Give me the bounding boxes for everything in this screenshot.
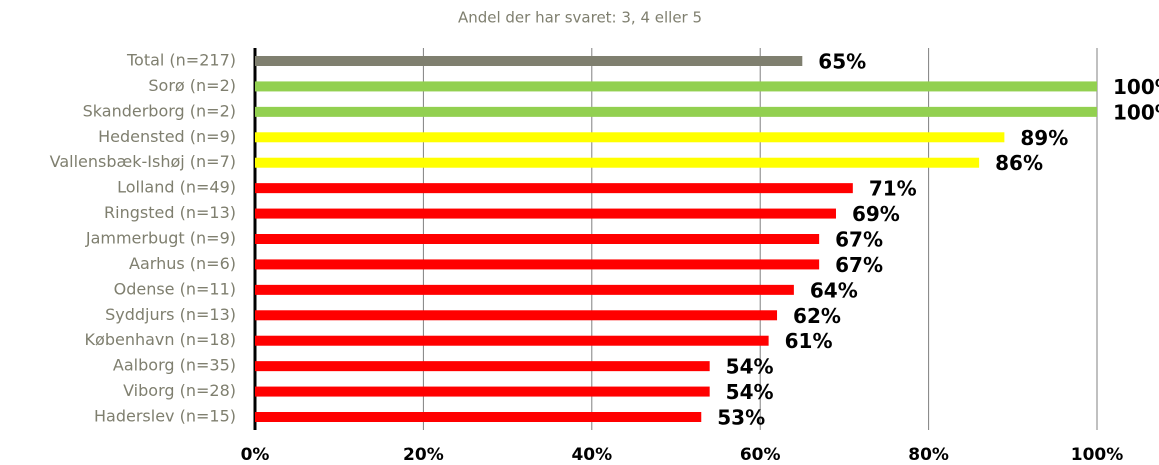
value-label: 53% (717, 406, 765, 430)
x-tick-label: 80% (908, 445, 949, 465)
y-tick-label: Skanderborg (n=2) (83, 101, 236, 120)
bar (255, 56, 803, 66)
y-tick-label: Total (n=217) (126, 51, 236, 70)
value-label: 89% (1020, 126, 1068, 150)
y-tick-label: Sorø (n=2) (148, 76, 236, 95)
bar (255, 157, 980, 168)
value-label: 62% (793, 304, 841, 328)
bar (255, 234, 820, 244)
x-tick-label: 100% (1071, 445, 1124, 465)
value-label: 71% (869, 177, 917, 201)
value-label: 61% (785, 329, 833, 353)
value-label: 64% (810, 278, 858, 302)
bar (255, 310, 778, 321)
y-tick-label: Aarhus (n=6) (129, 254, 236, 273)
x-tick-label: 40% (571, 445, 612, 465)
bar (255, 208, 836, 219)
value-label: 67% (835, 253, 883, 277)
bar (255, 284, 794, 295)
value-label: 100% (1113, 75, 1159, 99)
y-tick-label: København (n=18) (85, 330, 236, 349)
y-tick-label: Vallensbæk-Ishøj (n=7) (50, 152, 236, 171)
value-label: 54% (726, 355, 774, 379)
bar (255, 132, 1005, 143)
value-label: 54% (726, 380, 774, 404)
y-tick-label: Viborg (n=28) (123, 381, 236, 400)
y-tick-label: Haderslev (n=15) (94, 407, 236, 426)
y-tick-label: Jammerbugt (n=9) (85, 229, 236, 248)
x-tick-label: 60% (740, 445, 781, 465)
y-tick-label: Odense (n=11) (114, 279, 236, 298)
bar (255, 361, 710, 372)
value-label: 69% (852, 202, 900, 226)
value-label: 65% (818, 50, 866, 74)
x-tick-label: 0% (241, 445, 270, 465)
bar (255, 386, 710, 397)
value-label: 67% (835, 228, 883, 252)
bar (255, 106, 1097, 117)
y-tick-label: Hedensted (n=9) (98, 127, 236, 146)
chart-title: Andel der har svaret: 3, 4 eller 5 (458, 9, 702, 27)
y-tick-label: Lolland (n=49) (117, 178, 236, 197)
bar (255, 183, 853, 194)
bar (255, 412, 702, 422)
value-label: 100% (1113, 100, 1159, 124)
y-tick-label: Syddjurs (n=13) (105, 305, 236, 324)
bar (255, 81, 1097, 92)
y-tick-label: Aalborg (n=35) (113, 356, 236, 375)
y-tick-label: Ringsted (n=13) (104, 203, 236, 222)
x-tick-label: 20% (403, 445, 444, 465)
bar (255, 335, 769, 346)
value-label: 86% (995, 151, 1043, 175)
bar (255, 259, 820, 270)
